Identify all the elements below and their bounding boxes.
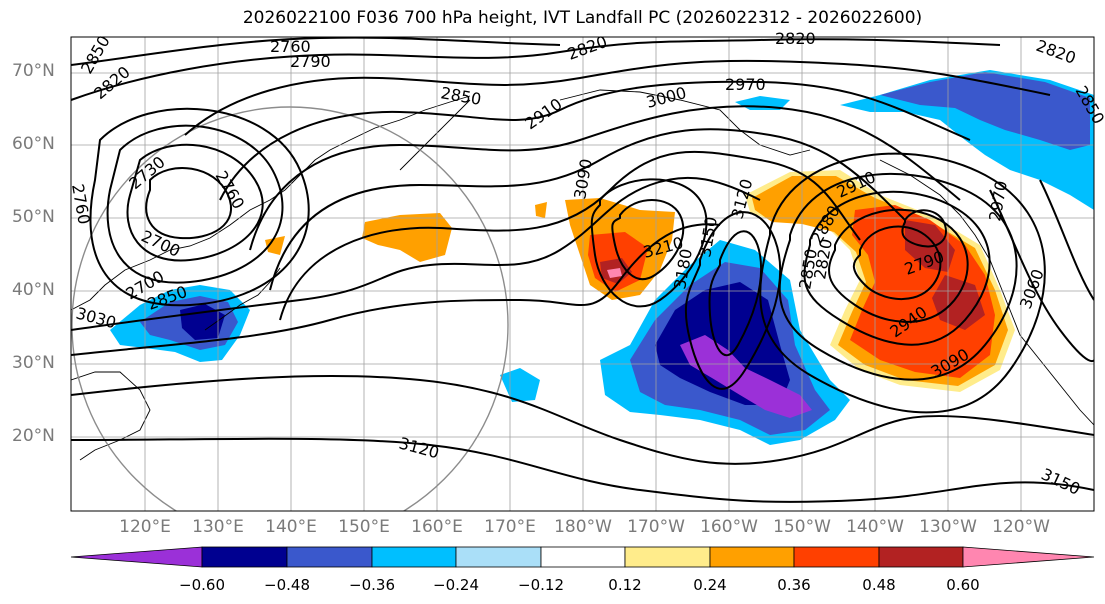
contour-line <box>71 176 761 331</box>
coastline-asia <box>71 95 471 311</box>
contour-line <box>989 189 1094 363</box>
colorbar-tick-label: 0.36 <box>777 576 811 594</box>
ivt-positive-orange-tiny <box>535 202 547 218</box>
coastline-alaska <box>559 89 811 156</box>
lon-label: 170°W <box>627 517 685 537</box>
lon-label: 140°W <box>846 517 904 537</box>
coastline-kamchatka <box>399 99 471 171</box>
contour-label: 2970 <box>725 75 766 94</box>
contour-line <box>71 437 1094 503</box>
colorbar-tick-label: −0.24 <box>433 576 479 594</box>
colorbar-cell-min-extend <box>70 546 203 568</box>
colorbar-cell <box>455 546 542 568</box>
contour-line <box>71 223 721 356</box>
contour-line <box>708 230 762 357</box>
lat-label: 20°N <box>12 426 55 446</box>
lon-label: 150°E <box>338 517 390 537</box>
contour-line <box>901 209 947 248</box>
contour-line <box>803 190 991 346</box>
ivt-positive-pink-central <box>607 268 622 278</box>
contour-line <box>828 208 969 323</box>
colorbar-tick-label: −0.60 <box>179 576 225 594</box>
coastline-china <box>71 371 151 461</box>
lon-label: 130°E <box>192 517 244 537</box>
ivt-positive-orange-small <box>265 236 285 255</box>
contour-line <box>145 167 232 240</box>
contour-line <box>184 59 1051 136</box>
contour-line <box>611 199 685 281</box>
colorbar-cell <box>878 546 964 568</box>
contour-line <box>778 172 1018 381</box>
contour-line <box>106 124 284 284</box>
colorbar-cell <box>201 546 288 568</box>
ivt-positive-darkred-east <box>905 220 985 330</box>
lon-label: 160°E <box>411 517 463 537</box>
colorbar-cell <box>286 546 373 568</box>
contour-line <box>71 37 561 66</box>
lon-label: 120°E <box>119 517 171 537</box>
reference-circle <box>71 106 509 511</box>
colorbar-tick-label: −0.48 <box>264 576 310 594</box>
map-title: 2026022100 F036 700 hPa height, IVT Land… <box>242 8 923 28</box>
ivt-positive-orange-west <box>362 213 452 262</box>
contour-line <box>126 143 264 262</box>
lon-label: 120°W <box>992 517 1050 537</box>
contour-label: 2820 <box>775 29 816 48</box>
lon-label: 160°W <box>700 517 758 537</box>
contour-line <box>269 128 906 291</box>
lat-label: 40°N <box>12 280 55 300</box>
contour-line <box>71 38 1001 101</box>
colorbar-cell <box>709 546 795 568</box>
lat-label: 60°N <box>12 134 55 154</box>
ivt-positive-red-east <box>850 205 995 378</box>
height-contours <box>71 37 1094 503</box>
colorbar-tick-label: 0.24 <box>693 576 727 594</box>
contour-label: 2790 <box>290 52 331 71</box>
lon-label: 150°W <box>773 517 831 537</box>
colorbar-tick-label: 0.48 <box>862 576 896 594</box>
colorbar-tick-label: −0.36 <box>349 576 395 594</box>
lat-label: 70°N <box>12 61 55 81</box>
contour-line <box>71 374 1094 465</box>
contour-line <box>684 211 782 390</box>
contour-line <box>249 105 961 251</box>
lon-label: 170°E <box>484 517 536 537</box>
colorbar-cell <box>624 546 711 568</box>
colorbar-tick-label: 0.12 <box>608 576 642 594</box>
colorbar-tick-label: 0.60 <box>946 576 980 594</box>
map-frame <box>70 36 1095 512</box>
lon-label: 180°W <box>554 517 612 537</box>
contour-line <box>89 107 310 307</box>
gridlines <box>71 37 1094 511</box>
contour-line <box>219 80 971 201</box>
colorbar-cell-max-extend <box>962 546 1095 568</box>
colorbar-cell <box>371 546 457 568</box>
colorbar-cell <box>793 546 880 568</box>
contour-line <box>1039 179 1094 301</box>
contour-line <box>759 152 1046 414</box>
contour-line <box>590 178 708 308</box>
contour-label: 2760 <box>270 37 311 56</box>
lat-label: 30°N <box>12 353 55 373</box>
colorbar-cell <box>540 546 626 568</box>
colorbar <box>70 546 1095 568</box>
contour-line <box>852 225 942 301</box>
lon-label: 130°W <box>919 517 977 537</box>
coastline-america <box>879 159 1094 426</box>
lat-label: 50°N <box>12 207 55 227</box>
lon-label: 140°E <box>265 517 317 537</box>
colorbar-tick-label: −0.12 <box>518 576 564 594</box>
ivt-negative-purple-central <box>680 335 812 418</box>
